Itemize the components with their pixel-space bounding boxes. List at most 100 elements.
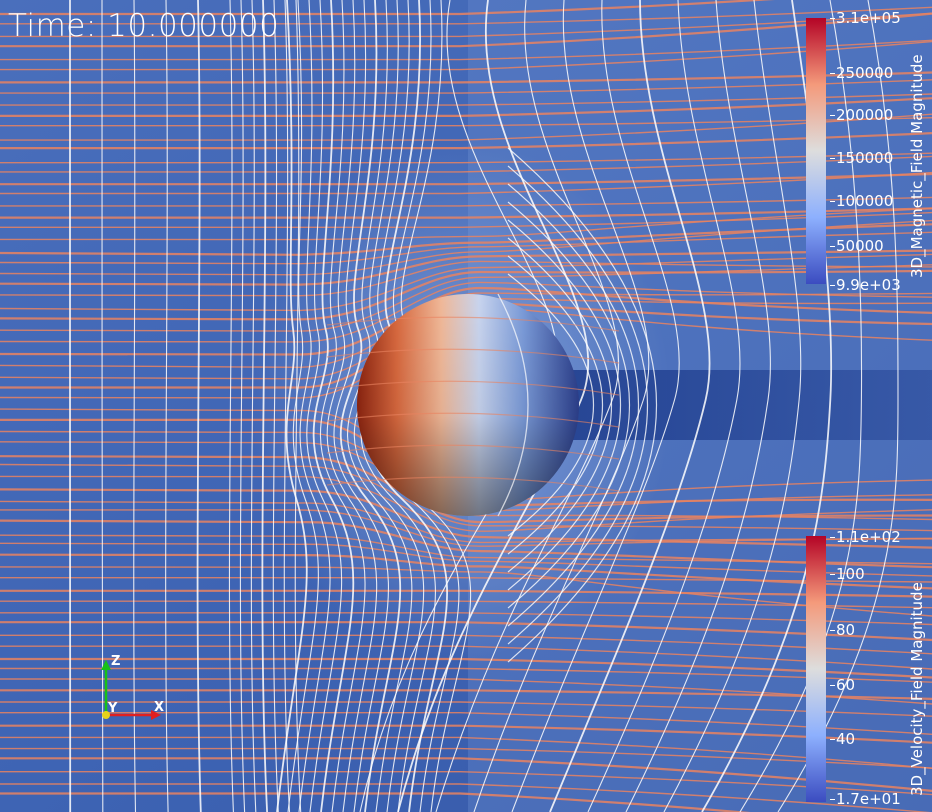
velocity-tick: 100 bbox=[830, 565, 865, 583]
magnetic-field-line bbox=[587, 0, 741, 812]
velocity-streamline bbox=[0, 155, 932, 173]
magnetic-field-line bbox=[507, 255, 603, 555]
velocity-streamline bbox=[0, 600, 932, 609]
magnetic-field-line bbox=[272, 0, 279, 812]
magnetic-field-line bbox=[239, 0, 246, 812]
velocity-streamline bbox=[0, 678, 932, 705]
velocity-streamline bbox=[0, 132, 932, 150]
magnetic-field-line bbox=[497, 293, 529, 517]
magnetic-tick: 200000 bbox=[829, 106, 894, 124]
magnetic-field-line bbox=[250, 0, 257, 812]
velocity-tick: 40 bbox=[829, 730, 856, 748]
velocity-bar-title: 3D_Velocity_Field Magnitude bbox=[908, 582, 926, 796]
velocity-streamline bbox=[0, 40, 932, 71]
magnetic-field-line bbox=[507, 273, 595, 537]
velocity-streamline bbox=[0, 771, 932, 796]
magnetic-field-line bbox=[397, 0, 589, 812]
velocity-streamline bbox=[326, 412, 620, 428]
velocity-tick: 1.1e+02 bbox=[830, 528, 901, 546]
velocity-streamline bbox=[0, 171, 932, 195]
magnetic-field-line bbox=[312, 0, 355, 812]
velocity-streamline bbox=[0, 566, 932, 617]
magnetic-field-line bbox=[339, 0, 402, 812]
magnetic-field-line bbox=[507, 219, 621, 591]
magnetic-field-line bbox=[298, 0, 331, 812]
velocity-streamline bbox=[0, 724, 932, 744]
magnetic-field-line bbox=[507, 147, 657, 663]
magnetic-field-line bbox=[287, 0, 319, 812]
velocity-streamline bbox=[0, 231, 932, 265]
velocity-streamline bbox=[0, 534, 932, 565]
magnetic-tick: 150000 bbox=[829, 149, 894, 167]
velocity-streamline bbox=[326, 380, 620, 396]
velocity-streamline bbox=[0, 253, 932, 312]
velocity-streamline bbox=[0, 12, 932, 38]
magnetic-color-bar bbox=[806, 18, 826, 284]
velocity-streamline bbox=[0, 93, 932, 106]
magnetic-field-line bbox=[326, 0, 378, 812]
velocity-streamline bbox=[0, 39, 932, 61]
time-label: Time: 10.000000 bbox=[8, 8, 280, 44]
magnetic-tick: 3.1e+05 bbox=[830, 9, 901, 27]
magnetic-tick: 100000 bbox=[829, 192, 894, 210]
magnetic-field-line bbox=[165, 0, 169, 812]
velocity-streamline bbox=[0, 792, 751, 812]
velocity-streamline bbox=[0, 736, 932, 769]
magnetic-field-line bbox=[228, 0, 234, 812]
velocity-streamline bbox=[0, 196, 932, 207]
magnetic-field-line bbox=[549, 0, 711, 812]
velocity-streamline bbox=[0, 542, 932, 577]
velocity-streamline bbox=[0, 500, 932, 544]
velocity-tick: 80 bbox=[829, 621, 856, 639]
magnetic-tick: 250000 bbox=[829, 64, 894, 82]
magnetic-field-line bbox=[473, 0, 650, 812]
y-axis-label: Y bbox=[108, 701, 118, 716]
velocity-streamline bbox=[326, 316, 620, 332]
magnetic-field-line bbox=[507, 165, 649, 645]
velocity-tick: 1.7e+01 bbox=[830, 790, 901, 808]
velocity-streamline bbox=[0, 757, 932, 792]
velocity-streamline bbox=[0, 211, 932, 228]
magnetic-field-line bbox=[133, 0, 137, 812]
magnetic-bar-title: 3D_Magnetic_Field Magnitude bbox=[908, 54, 926, 278]
x-axis-arrow-icon bbox=[151, 710, 161, 720]
velocity-streamline bbox=[326, 444, 620, 460]
velocity-streamline bbox=[0, 207, 932, 241]
velocity-streamline bbox=[0, 645, 932, 670]
velocity-streamline bbox=[0, 783, 931, 812]
magnetic-field-line bbox=[276, 0, 308, 812]
velocity-streamline bbox=[0, 269, 932, 321]
velocity-streamline bbox=[0, 712, 932, 735]
magnetic-field-line bbox=[625, 0, 771, 812]
velocity-streamline bbox=[0, 152, 932, 164]
magnetic-field-line bbox=[196, 0, 202, 812]
velocity-streamline bbox=[0, 612, 932, 626]
velocity-streamline bbox=[0, 223, 932, 256]
velocity-tick: 60 bbox=[829, 676, 856, 694]
velocity-streamline bbox=[0, 97, 932, 117]
velocity-streamline bbox=[0, 219, 932, 276]
velocity-streamline bbox=[0, 589, 932, 598]
magnetic-field-line bbox=[435, 0, 619, 812]
velocity-streamline bbox=[0, 0, 775, 16]
velocity-streamline bbox=[0, 260, 932, 297]
velocity-streamline bbox=[0, 689, 932, 700]
velocity-streamline bbox=[0, 6, 932, 25]
magnetic-field-line bbox=[777, 0, 899, 812]
velocity-streamline bbox=[0, 667, 932, 683]
magnetic-field-line bbox=[283, 0, 291, 812]
magnetic-field-line bbox=[294, 0, 302, 812]
magnetic-tick: 9.9e+03 bbox=[830, 276, 901, 294]
magnetic-field-line bbox=[663, 0, 802, 812]
velocity-streamline bbox=[0, 207, 932, 219]
orientation-axes bbox=[101, 660, 161, 720]
z-axis-arrow-icon bbox=[101, 660, 111, 670]
magnetic-field-line bbox=[261, 0, 268, 812]
magnetic-field-line bbox=[346, 0, 413, 812]
magnetic-field-line bbox=[507, 237, 613, 573]
velocity-streamline bbox=[0, 747, 932, 769]
front-streamlines bbox=[326, 293, 620, 517]
velocity-streamline bbox=[0, 634, 932, 655]
